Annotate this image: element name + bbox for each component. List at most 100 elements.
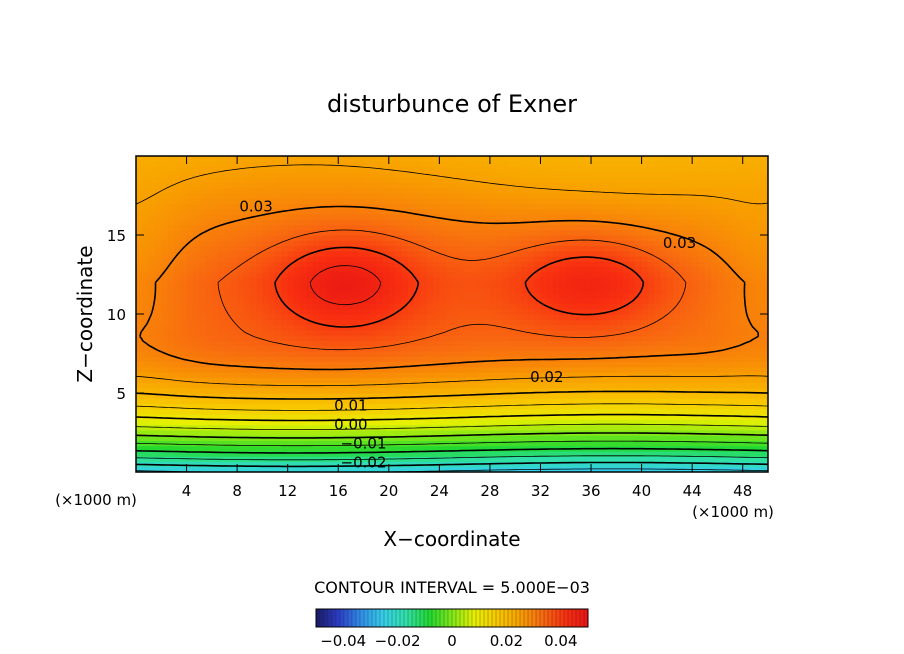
heatmap-cell <box>521 303 529 310</box>
heatmap-cell <box>679 440 687 447</box>
heatmap-cell <box>268 445 276 452</box>
heatmap-cell <box>230 308 238 315</box>
heatmap-cell <box>704 456 712 463</box>
heatmap-cell <box>306 324 314 331</box>
heatmap-cell <box>230 445 238 452</box>
heatmap-cell <box>407 298 415 305</box>
heatmap-cell <box>660 398 668 405</box>
heatmap-cell <box>186 261 194 268</box>
heatmap-cell <box>730 292 737 299</box>
heatmap-cell <box>654 303 662 310</box>
heatmap-cell <box>515 208 523 215</box>
heatmap-cell <box>180 403 188 410</box>
heatmap-cell <box>262 398 270 405</box>
heatmap-cell <box>635 303 643 310</box>
heatmap-cell <box>540 319 548 326</box>
heatmap-cell <box>426 292 434 299</box>
heatmap-cell <box>521 445 529 452</box>
heatmap-cell <box>426 261 434 268</box>
heatmap-cell <box>591 440 598 447</box>
heatmap-cell <box>312 403 320 410</box>
heatmap-cell <box>237 292 245 299</box>
heatmap-cell <box>243 408 251 415</box>
heatmap-cell <box>692 393 700 399</box>
heatmap-cell <box>597 208 605 215</box>
heatmap-cell <box>407 287 415 294</box>
heatmap-cell <box>275 314 282 320</box>
heatmap-cell <box>578 456 586 463</box>
heatmap-cell <box>319 324 327 331</box>
heatmap-cell <box>312 250 320 257</box>
heatmap-cell <box>331 340 339 347</box>
heatmap-cell <box>136 277 143 283</box>
heatmap-cell <box>489 224 497 231</box>
heatmap-cell <box>742 282 750 289</box>
heatmap-cell <box>331 308 339 315</box>
heatmap-cell <box>445 403 453 410</box>
heatmap-cell <box>262 287 270 294</box>
heatmap-cell <box>553 366 561 373</box>
heatmap-cell <box>527 256 535 262</box>
heatmap-cell <box>730 287 737 294</box>
heatmap-cell <box>452 245 459 252</box>
heatmap-cell <box>692 208 700 215</box>
heatmap-cell <box>445 382 453 389</box>
heatmap-cell <box>344 329 352 336</box>
heatmap-cell <box>243 461 251 468</box>
heatmap-cell <box>704 440 712 447</box>
heatmap-cell <box>502 213 510 220</box>
heatmap-cell <box>527 398 535 405</box>
heatmap-cell <box>717 245 725 252</box>
heatmap-cell <box>433 345 440 352</box>
heatmap-cell <box>230 393 238 399</box>
heatmap-cell <box>717 408 725 415</box>
heatmap-cell <box>262 414 270 420</box>
heatmap-cell <box>376 387 384 394</box>
heatmap-cell <box>572 398 579 405</box>
heatmap-cell <box>546 287 554 294</box>
heatmap-cell <box>344 229 352 236</box>
heatmap-cell <box>199 350 207 357</box>
heatmap-cell <box>730 450 737 457</box>
heatmap-cell <box>527 314 535 320</box>
heatmap-cell <box>287 324 295 331</box>
heatmap-cell <box>249 277 257 283</box>
heatmap-cell <box>559 224 567 231</box>
heatmap-cell <box>616 261 624 268</box>
heatmap-cell <box>458 361 466 368</box>
heatmap-cell <box>154 329 162 336</box>
heatmap-cell <box>553 282 561 289</box>
heatmap-cell <box>136 240 143 247</box>
heatmap-cell <box>717 345 725 352</box>
heatmap-cell <box>426 303 434 310</box>
heatmap-cell <box>186 403 194 410</box>
heatmap-cell <box>275 287 282 294</box>
heatmap-cell <box>502 298 510 305</box>
heatmap-cell <box>591 319 598 326</box>
heatmap-cell <box>698 314 706 320</box>
heatmap-cell <box>717 282 725 289</box>
heatmap-cell <box>439 445 447 452</box>
heatmap-cell <box>331 277 339 283</box>
heatmap-cell <box>584 235 592 241</box>
heatmap-cell <box>300 282 308 289</box>
heatmap-cell <box>319 461 327 468</box>
heatmap-cell <box>230 329 238 336</box>
heatmap-cell <box>395 461 403 468</box>
heatmap-cell <box>243 213 251 220</box>
heatmap-cell <box>180 229 188 236</box>
heatmap-cell <box>559 408 567 415</box>
heatmap-cell <box>382 250 390 257</box>
heatmap-cell <box>173 340 181 347</box>
heatmap-cell <box>553 266 561 273</box>
heatmap-cell <box>312 287 320 294</box>
heatmap-cell <box>470 356 478 362</box>
heatmap-cell <box>622 414 630 420</box>
heatmap-cell <box>312 429 320 436</box>
heatmap-cell <box>559 435 567 441</box>
heatmap-cell <box>717 308 725 315</box>
heatmap-cell <box>572 450 579 457</box>
heatmap-cell <box>508 271 516 278</box>
heatmap-cell <box>622 408 630 415</box>
heatmap-cell <box>312 282 320 289</box>
